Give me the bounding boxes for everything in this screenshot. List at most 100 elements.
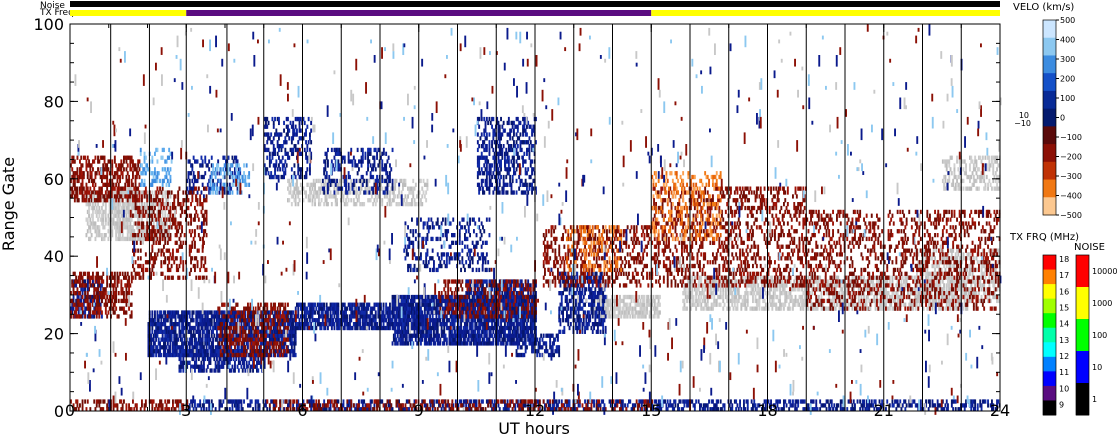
scatter-cell bbox=[268, 337, 271, 342]
scatter-cell bbox=[867, 306, 869, 311]
scatter-cell bbox=[820, 283, 823, 288]
scatter-cell bbox=[155, 345, 158, 350]
scatter-cell bbox=[278, 333, 280, 338]
scatter-cell bbox=[382, 325, 385, 331]
scatter-cell bbox=[343, 202, 346, 207]
scatter-cell bbox=[102, 225, 105, 230]
scatter-cell bbox=[345, 318, 347, 323]
scatter-cell bbox=[209, 325, 212, 331]
scatter-cell bbox=[919, 263, 922, 269]
scatter-cell bbox=[957, 182, 960, 187]
scatter-cell bbox=[364, 306, 367, 311]
scatter-cell bbox=[938, 287, 940, 292]
scatter-cell bbox=[626, 306, 629, 311]
scatter-cell bbox=[129, 229, 132, 234]
scatter-cell bbox=[878, 302, 881, 307]
scatter-cell bbox=[290, 310, 293, 315]
scatter-cell bbox=[315, 325, 318, 331]
scatter-cell bbox=[883, 291, 886, 296]
scatter-cell bbox=[396, 322, 399, 327]
scatter-cell bbox=[640, 314, 643, 319]
scatter-cell bbox=[803, 294, 806, 300]
scatter-cell bbox=[629, 314, 632, 319]
scatter-cell bbox=[240, 349, 243, 354]
scatter-cell bbox=[900, 279, 903, 284]
scatter-cell bbox=[876, 294, 878, 300]
scatter-cell bbox=[82, 302, 85, 307]
scatter-cell bbox=[146, 209, 149, 215]
scatter-cell bbox=[752, 298, 754, 304]
scatter-cell bbox=[126, 202, 129, 207]
scatter-cell bbox=[757, 283, 760, 288]
scatter-cell bbox=[724, 294, 727, 300]
scatter-cell bbox=[786, 294, 789, 300]
scatter-cell bbox=[389, 302, 391, 307]
scatter-cell bbox=[389, 198, 391, 203]
txfreq-label: TX Freq bbox=[39, 8, 74, 18]
scatter-cell bbox=[231, 329, 234, 334]
scatter-cell bbox=[888, 275, 891, 280]
scatter-cell bbox=[965, 167, 967, 172]
scatter-cell bbox=[170, 322, 173, 327]
scatter-cell bbox=[690, 294, 692, 300]
scatter-cell bbox=[781, 287, 784, 292]
scatter-cell bbox=[354, 190, 357, 195]
scatter-cell bbox=[931, 263, 934, 269]
scatter-cell bbox=[179, 337, 182, 342]
scatter-cell bbox=[240, 322, 243, 327]
scatter-cell bbox=[426, 182, 429, 187]
scatter-cell bbox=[941, 291, 944, 296]
scatter-cell bbox=[328, 306, 331, 311]
scatter-cell bbox=[221, 310, 223, 315]
scatter-cell bbox=[120, 213, 123, 218]
scatter-cell bbox=[252, 333, 254, 338]
scatter-cell bbox=[258, 329, 261, 334]
scatter-cell bbox=[744, 298, 747, 304]
scatter-cell bbox=[294, 186, 297, 191]
scatter-cell bbox=[839, 298, 842, 304]
scatter-cell bbox=[385, 325, 388, 331]
scatter-cell bbox=[191, 356, 194, 362]
scatter-cell bbox=[953, 163, 956, 168]
scatter-cell bbox=[940, 291, 943, 296]
scatter-cell bbox=[135, 209, 138, 215]
scatter-cell bbox=[950, 279, 953, 284]
scatter-cell bbox=[633, 306, 636, 311]
scatter-cell bbox=[414, 337, 417, 342]
scatter-cell bbox=[355, 202, 358, 207]
scatter-cell bbox=[86, 229, 89, 234]
scatter-cell bbox=[168, 345, 171, 350]
scatter-cell bbox=[947, 298, 949, 304]
scatter-cell bbox=[985, 163, 988, 168]
scatter-cell bbox=[288, 322, 291, 327]
scatter-cell bbox=[980, 174, 983, 180]
scatter-cell bbox=[896, 279, 899, 284]
scatter-cell bbox=[991, 159, 993, 164]
scatter-cell bbox=[381, 198, 384, 203]
scatter-cell bbox=[922, 248, 925, 253]
scatter-cell bbox=[330, 302, 333, 307]
scatter-cell bbox=[726, 275, 729, 280]
scatter-cell bbox=[376, 325, 378, 331]
scatter-cell bbox=[183, 349, 186, 354]
scatter-cell bbox=[392, 302, 395, 307]
scatter-cell bbox=[744, 294, 747, 300]
scatter-cell bbox=[963, 291, 966, 296]
scatter-cell bbox=[173, 314, 176, 319]
scatter-cell bbox=[334, 302, 337, 307]
scatter-cell bbox=[997, 298, 1000, 304]
scatter-cell bbox=[395, 318, 398, 323]
scatter-cell bbox=[209, 360, 212, 365]
scatter-cell bbox=[749, 291, 752, 296]
scatter-cell bbox=[845, 302, 847, 307]
scatter-cell bbox=[72, 279, 75, 284]
scatter-cell bbox=[266, 345, 269, 350]
scatter-cell bbox=[99, 209, 102, 215]
scatter-cell bbox=[794, 275, 797, 280]
scatter-cell bbox=[407, 294, 409, 300]
scatter-cell bbox=[963, 256, 966, 261]
scatter-cell bbox=[392, 190, 395, 195]
scatter-cell bbox=[710, 287, 713, 292]
scatter-cell bbox=[412, 310, 415, 315]
scatter-cell bbox=[940, 275, 943, 280]
